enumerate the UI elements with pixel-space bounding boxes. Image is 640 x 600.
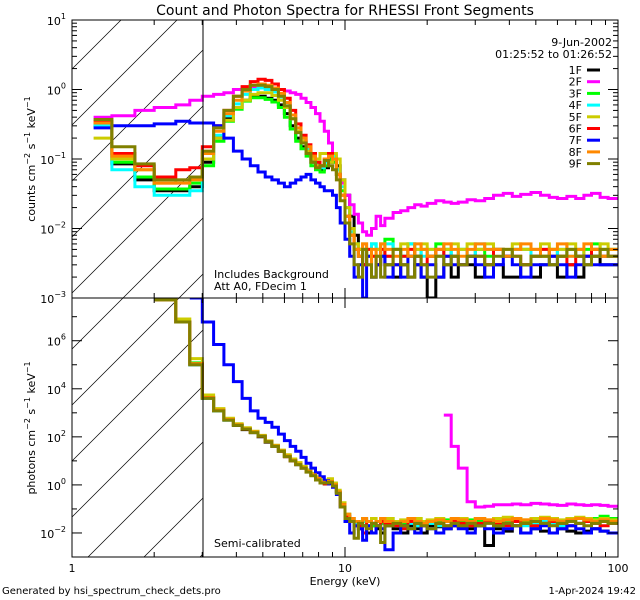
annotation-background: Includes Background xyxy=(214,268,329,281)
x-tick-label: 1 xyxy=(69,562,76,575)
x-tick-label: 100 xyxy=(608,562,629,575)
timestamp: 1-Apr-2024 19:42 xyxy=(549,586,636,597)
observation-date: 9-Jun-2002 xyxy=(551,36,612,49)
y-tick-label: 104 xyxy=(47,381,66,397)
legend-item-4F: 4F xyxy=(569,99,600,112)
legend-item-7F: 7F xyxy=(569,134,600,147)
series-photons-7F xyxy=(189,298,618,552)
y-tick-label: 10−3 xyxy=(40,290,66,306)
legend-item-2F: 2F xyxy=(569,76,600,89)
series-counts-9F xyxy=(93,83,618,279)
legend-label: 4F xyxy=(569,99,582,112)
hatch-line xyxy=(0,20,9,557)
series-photons-2F xyxy=(443,413,618,509)
annotation-attenuator: Att A0, FDecim 1 xyxy=(214,280,307,293)
legend-label: 3F xyxy=(569,87,582,100)
chart-title: Count and Photon Spectra for RHESSI Fron… xyxy=(156,3,534,19)
y-tick-label: 10−1 xyxy=(40,151,66,167)
hatch-line xyxy=(72,20,178,126)
axis-tick-labels: 1 10 100 10−3 10−2 10−1 100 101 10−2 100 102 104 106 xyxy=(40,12,628,575)
series-counts-4F xyxy=(93,86,618,258)
y-tick-label: 100 xyxy=(47,477,66,493)
hatch-line xyxy=(72,273,203,406)
series-counts-8F xyxy=(93,82,618,267)
series-counts-2F xyxy=(93,85,618,237)
series-photons-9F xyxy=(154,298,618,544)
hatch-line xyxy=(72,385,203,518)
y-tick-label: 101 xyxy=(47,12,66,28)
time-range: 01:25:52 to 01:26:52 xyxy=(495,48,612,61)
legend-item-1F: 1F xyxy=(569,64,600,77)
legend-label: 9F xyxy=(569,158,582,171)
legend-item-8F: 8F xyxy=(569,146,600,159)
legend-label: 2F xyxy=(569,76,582,89)
series-counts-1F xyxy=(93,94,618,298)
legend-item-9F: 9F xyxy=(569,158,600,171)
axis-ticks xyxy=(71,19,619,558)
hatch-line xyxy=(72,217,203,350)
hatch-line xyxy=(87,441,203,557)
y-tick-label: 10−2 xyxy=(40,525,66,541)
legend-label: 1F xyxy=(569,64,582,77)
hatch-line xyxy=(72,161,203,294)
y-tick-label: 102 xyxy=(47,429,66,445)
generated-by: Generated by hsi_spectrum_check_dets.pro xyxy=(2,586,221,597)
hatch-line xyxy=(424,20,640,557)
annotation-semi-calibrated: Semi-calibrated xyxy=(214,537,301,550)
legend-item-6F: 6F xyxy=(569,123,600,136)
series-photons-1F xyxy=(154,298,618,547)
photons-y-axis-label: photons cm−2 s−1 keV−1 xyxy=(23,361,38,494)
legend-label: 5F xyxy=(569,111,582,124)
hatch-line xyxy=(368,20,640,557)
y-tick-label: 106 xyxy=(47,333,66,349)
legend-label: 8F xyxy=(569,146,582,159)
x-tick-label: 10 xyxy=(338,562,352,575)
legend-item-5F: 5F xyxy=(569,111,600,124)
legend-label: 6F xyxy=(569,123,582,136)
y-tick-label: 100 xyxy=(47,82,66,98)
hatch-line xyxy=(72,105,203,238)
counts-y-axis-label: counts cm−2 s−1 keV−1 xyxy=(23,96,38,221)
counts-series-group xyxy=(93,77,618,298)
x-axis-label: Energy (keV) xyxy=(310,575,381,588)
y-tick-label: 10−2 xyxy=(40,221,66,237)
legend-item-3F: 3F xyxy=(569,87,600,100)
series-counts-5F xyxy=(93,91,618,258)
hatch-line xyxy=(536,20,640,557)
legend-label: 7F xyxy=(569,134,582,147)
photons-series-group xyxy=(154,298,618,552)
